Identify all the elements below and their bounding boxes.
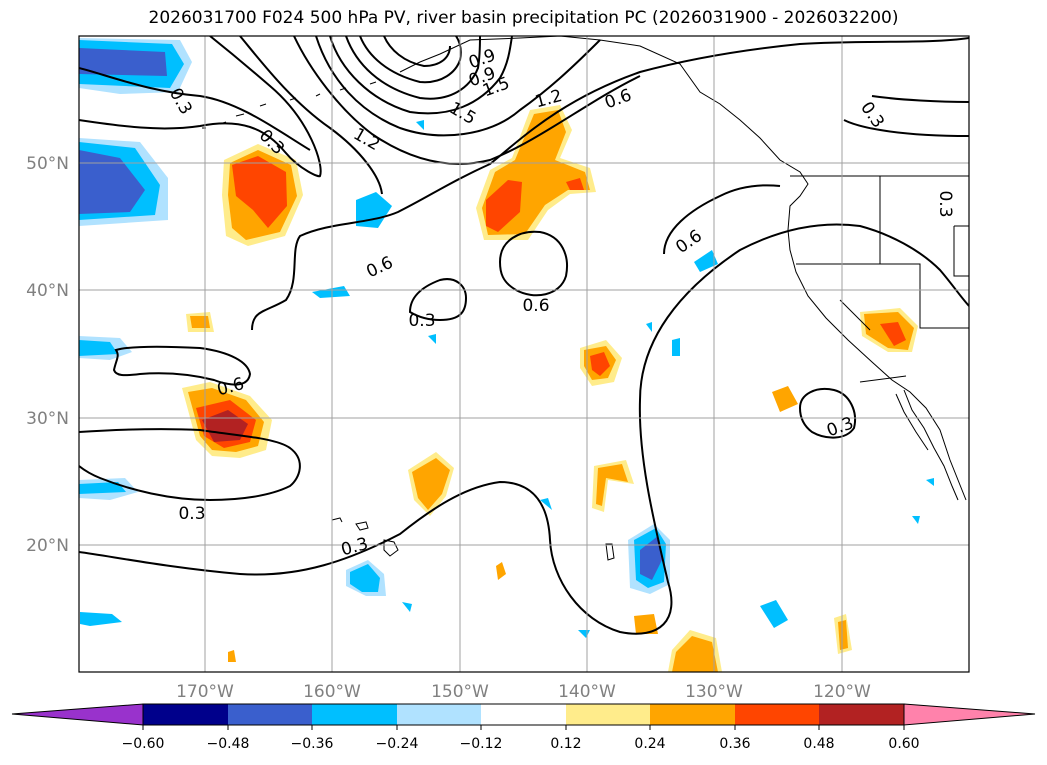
colorbar-segment-4 bbox=[397, 704, 481, 725]
pv-contours bbox=[79, 36, 969, 635]
colorbar-segment-2 bbox=[228, 704, 312, 725]
colorbar-tick-5: 0.12 bbox=[550, 736, 581, 752]
lon-label-140w: 140°W bbox=[558, 682, 616, 702]
colorbar-tick-8: 0.48 bbox=[803, 736, 834, 752]
lon-tick-labels: 170°W 160°W 150°W 140°W 130°W 120°W bbox=[176, 682, 871, 702]
colorbar-extend-left bbox=[11, 703, 144, 726]
lon-label-160w: 160°W bbox=[303, 682, 361, 702]
colorbar-segment-9 bbox=[819, 704, 904, 725]
colorbar-tick-3: −0.24 bbox=[376, 736, 419, 752]
colorbar-segment-3 bbox=[312, 704, 397, 725]
colorbar-segment-1 bbox=[143, 704, 228, 725]
colorbar-tick-0: −0.60 bbox=[122, 736, 165, 752]
map-title: 2026031700 F024 500 hPa PV, river basin … bbox=[148, 8, 899, 28]
colorbar-tick-2: −0.36 bbox=[291, 736, 334, 752]
lon-label-170w: 170°W bbox=[176, 682, 234, 702]
colorbar-segment-7 bbox=[650, 704, 735, 725]
graticule bbox=[79, 36, 969, 672]
colorbar-extend-right bbox=[903, 703, 1036, 726]
contour-label-3: 0.3 bbox=[178, 504, 205, 524]
colorbar-segment-8 bbox=[735, 704, 819, 725]
contour-label-2: 0.3 bbox=[408, 311, 435, 331]
colorbar-tick-6: 0.24 bbox=[634, 736, 665, 752]
colorbar-frame bbox=[142, 703, 905, 726]
contour-label-9: 0.6 bbox=[522, 296, 549, 316]
coastlines bbox=[202, 36, 969, 561]
lon-label-150w: 150°W bbox=[431, 682, 489, 702]
lat-label-20: 20°N bbox=[26, 536, 69, 556]
contour-label-7: 0.3 bbox=[935, 190, 955, 217]
lon-label-130w: 130°W bbox=[685, 682, 743, 702]
lat-label-40: 40°N bbox=[26, 281, 69, 301]
colorbar-tick-9: 0.60 bbox=[888, 736, 919, 752]
lat-label-50: 50°N bbox=[26, 154, 69, 174]
plot-frame bbox=[78, 35, 970, 673]
lat-label-30: 30°N bbox=[26, 409, 69, 429]
colorbar-tick-4: −0.12 bbox=[460, 736, 503, 752]
colorbar-tick-7: 0.36 bbox=[719, 736, 750, 752]
lat-tick-labels: 20°N 30°N 40°N 50°N bbox=[26, 154, 69, 556]
colorbar-segment-5 bbox=[481, 704, 566, 725]
colorbar: −0.60 −0.48 −0.36 −0.24 −0.12 0.12 0.24 … bbox=[11, 703, 1036, 752]
colorbar-tick-1: −0.48 bbox=[207, 736, 250, 752]
colorbar-segment-6 bbox=[566, 704, 650, 725]
lon-label-120w: 120°W bbox=[813, 682, 871, 702]
